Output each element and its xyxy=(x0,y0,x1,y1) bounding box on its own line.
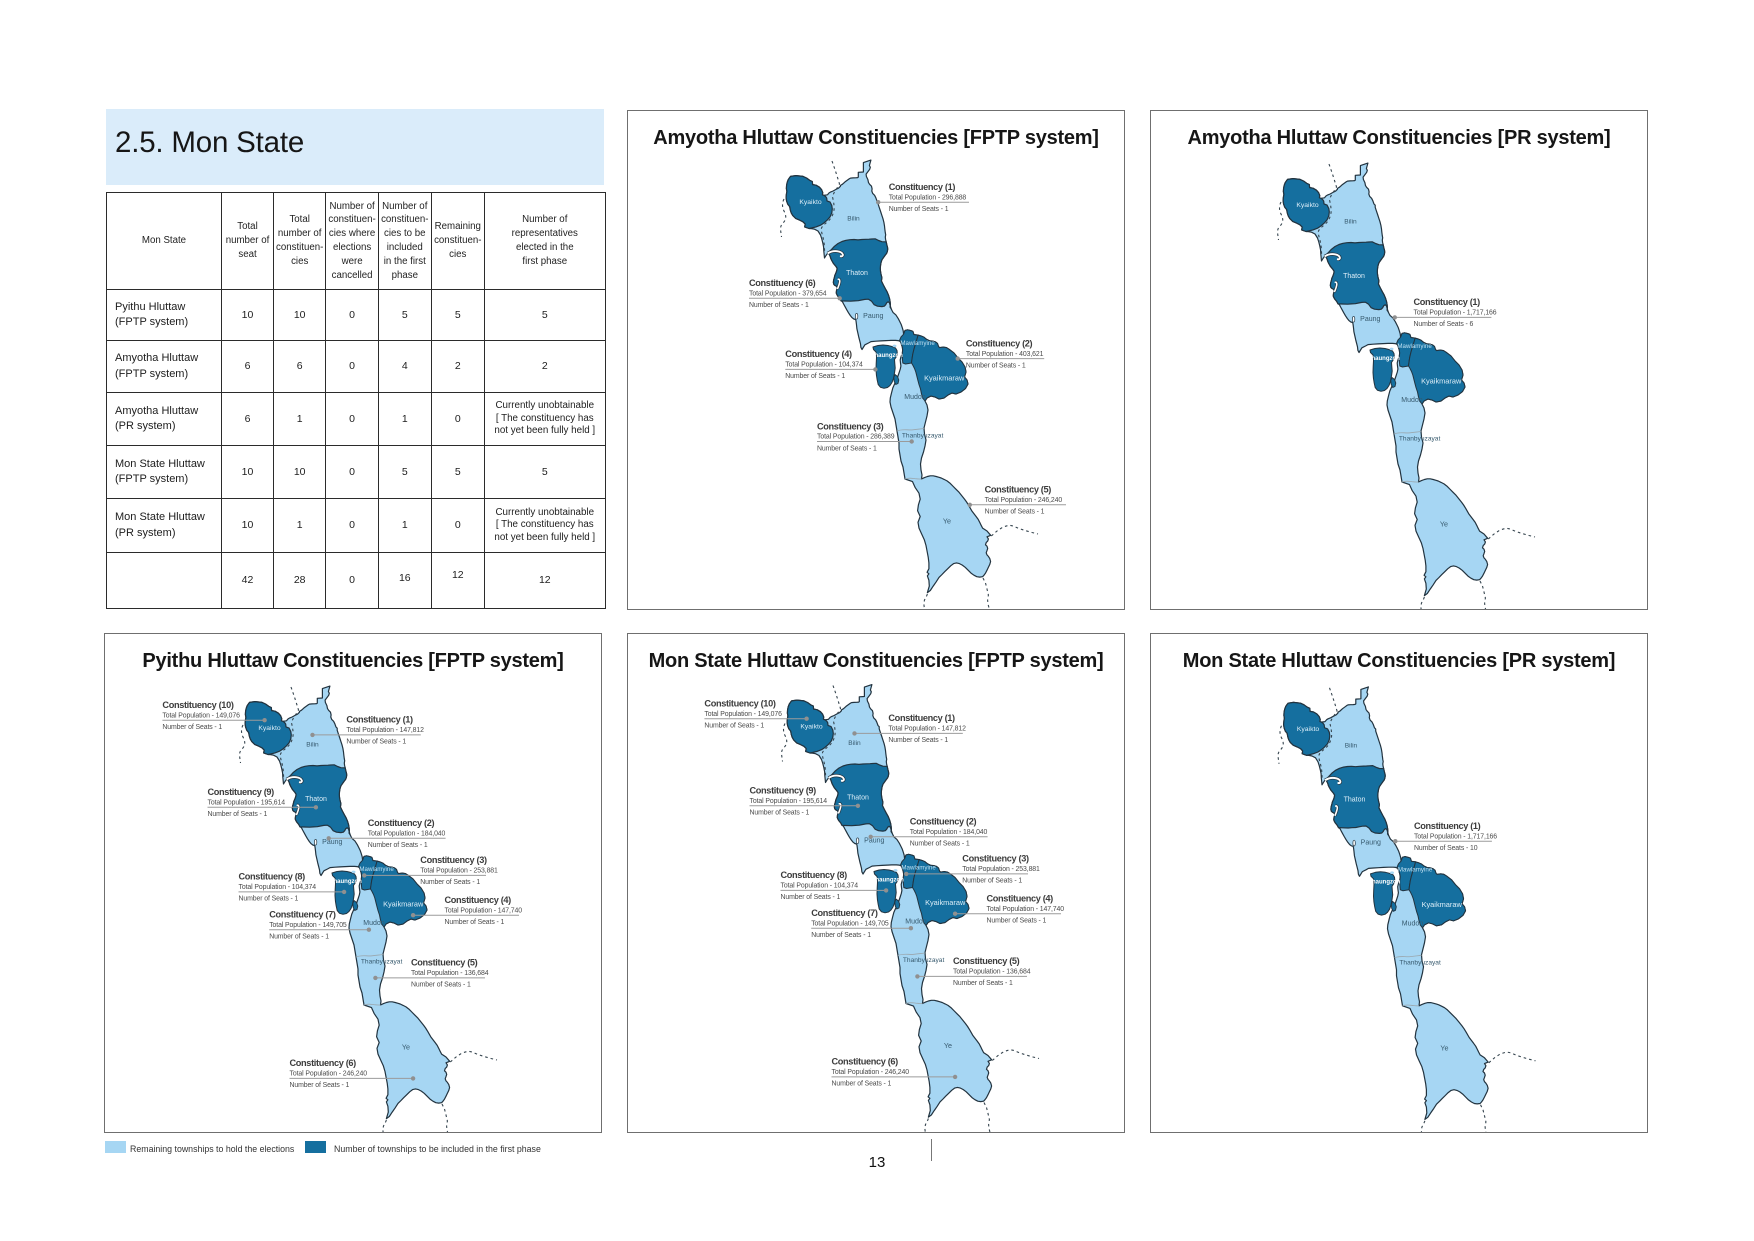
svg-text:Total Population - 403,621: Total Population - 403,621 xyxy=(966,351,1044,358)
svg-text:Constituency (7): Constituency (7) xyxy=(269,910,336,920)
svg-text:Total Population - 296,888: Total Population - 296,888 xyxy=(889,194,967,201)
svg-text:Total Population - 379,654: Total Population - 379,654 xyxy=(749,291,827,298)
svg-text:Number of Seats - 1: Number of Seats - 1 xyxy=(966,362,1026,369)
svg-text:Constituency (2): Constituency (2) xyxy=(966,338,1033,348)
svg-text:Constituency (5): Constituency (5) xyxy=(985,485,1052,495)
svg-text:Constituency (4): Constituency (4) xyxy=(987,894,1054,904)
svg-text:Constituency (7): Constituency (7) xyxy=(811,908,878,918)
svg-text:Total Population - 246,240: Total Population - 246,240 xyxy=(290,1071,368,1078)
svg-text:Constituency (4): Constituency (4) xyxy=(445,895,512,905)
svg-text:Constituency (9): Constituency (9) xyxy=(750,786,817,796)
svg-text:Total Population - 195,614: Total Population - 195,614 xyxy=(750,798,828,805)
svg-text:Total Population - 147,812: Total Population - 147,812 xyxy=(346,727,424,734)
svg-text:Total Population - 147,812: Total Population - 147,812 xyxy=(888,726,966,733)
svg-text:Constituency (6): Constituency (6) xyxy=(290,1058,357,1068)
svg-text:Number of Seats - 1: Number of Seats - 1 xyxy=(346,739,406,746)
svg-text:Number of Seats - 1: Number of Seats - 1 xyxy=(781,894,841,901)
svg-text:Number of Seats - 1: Number of Seats - 1 xyxy=(269,934,329,941)
svg-text:Constituency (6): Constituency (6) xyxy=(749,278,816,288)
svg-text:Total Population - 104,374: Total Population - 104,374 xyxy=(785,362,863,369)
svg-text:Number of Seats - 1: Number of Seats - 1 xyxy=(750,810,810,817)
svg-text:Constituency (2): Constituency (2) xyxy=(368,818,435,828)
svg-text:Total Population - 184,040: Total Population - 184,040 xyxy=(910,829,988,836)
svg-text:Constituency (3): Constituency (3) xyxy=(420,855,487,865)
svg-text:Number of Seats - 1: Number of Seats - 1 xyxy=(953,980,1013,987)
svg-text:Constituency (5): Constituency (5) xyxy=(411,958,478,968)
svg-text:Number of Seats - 1: Number of Seats - 1 xyxy=(811,932,871,939)
svg-text:Total Population - 136,684: Total Population - 136,684 xyxy=(411,970,489,977)
svg-text:Number of Seats - 6: Number of Seats - 6 xyxy=(1414,321,1474,328)
svg-text:Total Population - 195,614: Total Population - 195,614 xyxy=(208,800,286,807)
svg-text:Total Population - 147,740: Total Population - 147,740 xyxy=(987,906,1065,913)
svg-text:Number of Seats - 1: Number of Seats - 1 xyxy=(987,918,1047,925)
svg-text:Total Population - 136,684: Total Population - 136,684 xyxy=(953,969,1031,976)
svg-text:Constituency (6): Constituency (6) xyxy=(832,1057,899,1067)
svg-text:Total Population - 149,705: Total Population - 149,705 xyxy=(811,920,889,927)
svg-text:Number of Seats - 1: Number of Seats - 1 xyxy=(445,919,505,926)
svg-text:Total Population - 184,040: Total Population - 184,040 xyxy=(368,831,446,838)
svg-text:Number of Seats - 10: Number of Seats - 10 xyxy=(1414,845,1478,852)
svg-text:Constituency (10): Constituency (10) xyxy=(704,699,775,709)
svg-text:Total Population - 246,240: Total Population - 246,240 xyxy=(985,497,1063,504)
svg-text:Total Population - 286,389: Total Population - 286,389 xyxy=(817,434,895,441)
svg-text:Number of Seats - 1: Number of Seats - 1 xyxy=(985,509,1045,516)
svg-text:Number of Seats - 1: Number of Seats - 1 xyxy=(290,1082,350,1089)
svg-text:Number of Seats - 1: Number of Seats - 1 xyxy=(817,445,877,452)
svg-text:Total Population - 253,881: Total Population - 253,881 xyxy=(962,866,1040,873)
svg-text:Constituency (5): Constituency (5) xyxy=(953,956,1020,966)
svg-text:Constituency (3): Constituency (3) xyxy=(817,421,884,431)
svg-text:Number of Seats - 1: Number of Seats - 1 xyxy=(889,206,949,213)
svg-text:Constituency (1): Constituency (1) xyxy=(1414,821,1481,831)
svg-text:Number of Seats - 1: Number of Seats - 1 xyxy=(420,879,480,886)
svg-text:Total Population - 104,374: Total Population - 104,374 xyxy=(781,883,859,890)
svg-text:Number of Seats - 1: Number of Seats - 1 xyxy=(368,842,428,849)
svg-text:Total Population - 147,740: Total Population - 147,740 xyxy=(445,907,523,914)
svg-text:Number of Seats - 1: Number of Seats - 1 xyxy=(785,373,845,380)
svg-text:Number of Seats - 1: Number of Seats - 1 xyxy=(704,723,764,730)
svg-text:Number of Seats - 1: Number of Seats - 1 xyxy=(239,896,299,903)
svg-text:Number of Seats - 1: Number of Seats - 1 xyxy=(411,982,471,989)
svg-text:Total Population - 1,717,166: Total Population - 1,717,166 xyxy=(1414,310,1497,317)
svg-text:Total Population - 149,076: Total Population - 149,076 xyxy=(704,711,782,718)
svg-text:Constituency (1): Constituency (1) xyxy=(888,713,955,723)
svg-text:Total Population - 149,076: Total Population - 149,076 xyxy=(162,712,240,719)
svg-text:Constituency (4): Constituency (4) xyxy=(785,349,852,359)
svg-text:Constituency (8): Constituency (8) xyxy=(239,872,306,882)
svg-text:Total Population - 149,705: Total Population - 149,705 xyxy=(269,922,347,929)
svg-text:Total Population - 1,717,166: Total Population - 1,717,166 xyxy=(1414,833,1497,840)
svg-text:Constituency (10): Constituency (10) xyxy=(162,700,233,710)
svg-text:Number of Seats - 1: Number of Seats - 1 xyxy=(162,724,222,731)
svg-text:Total Population - 104,374: Total Population - 104,374 xyxy=(239,884,317,891)
svg-text:Total Population - 253,881: Total Population - 253,881 xyxy=(420,868,498,875)
svg-text:Number of Seats - 1: Number of Seats - 1 xyxy=(962,878,1022,885)
svg-text:Constituency (1): Constituency (1) xyxy=(346,715,413,725)
svg-text:Number of Seats - 1: Number of Seats - 1 xyxy=(208,811,268,818)
svg-text:Constituency (2): Constituency (2) xyxy=(910,817,977,827)
svg-text:Number of Seats - 1: Number of Seats - 1 xyxy=(832,1081,892,1088)
svg-text:Number of Seats - 1: Number of Seats - 1 xyxy=(910,841,970,848)
svg-text:Constituency (8): Constituency (8) xyxy=(781,870,848,880)
svg-text:Constituency (1): Constituency (1) xyxy=(1414,297,1481,307)
svg-text:Constituency (9): Constituency (9) xyxy=(208,787,275,797)
svg-text:Constituency (1): Constituency (1) xyxy=(889,182,956,192)
svg-text:Number of Seats - 1: Number of Seats - 1 xyxy=(749,302,809,309)
svg-text:Number of Seats - 1: Number of Seats - 1 xyxy=(888,737,948,744)
svg-text:Constituency (3): Constituency (3) xyxy=(962,854,1029,864)
svg-text:Total Population - 246,240: Total Population - 246,240 xyxy=(832,1069,910,1076)
